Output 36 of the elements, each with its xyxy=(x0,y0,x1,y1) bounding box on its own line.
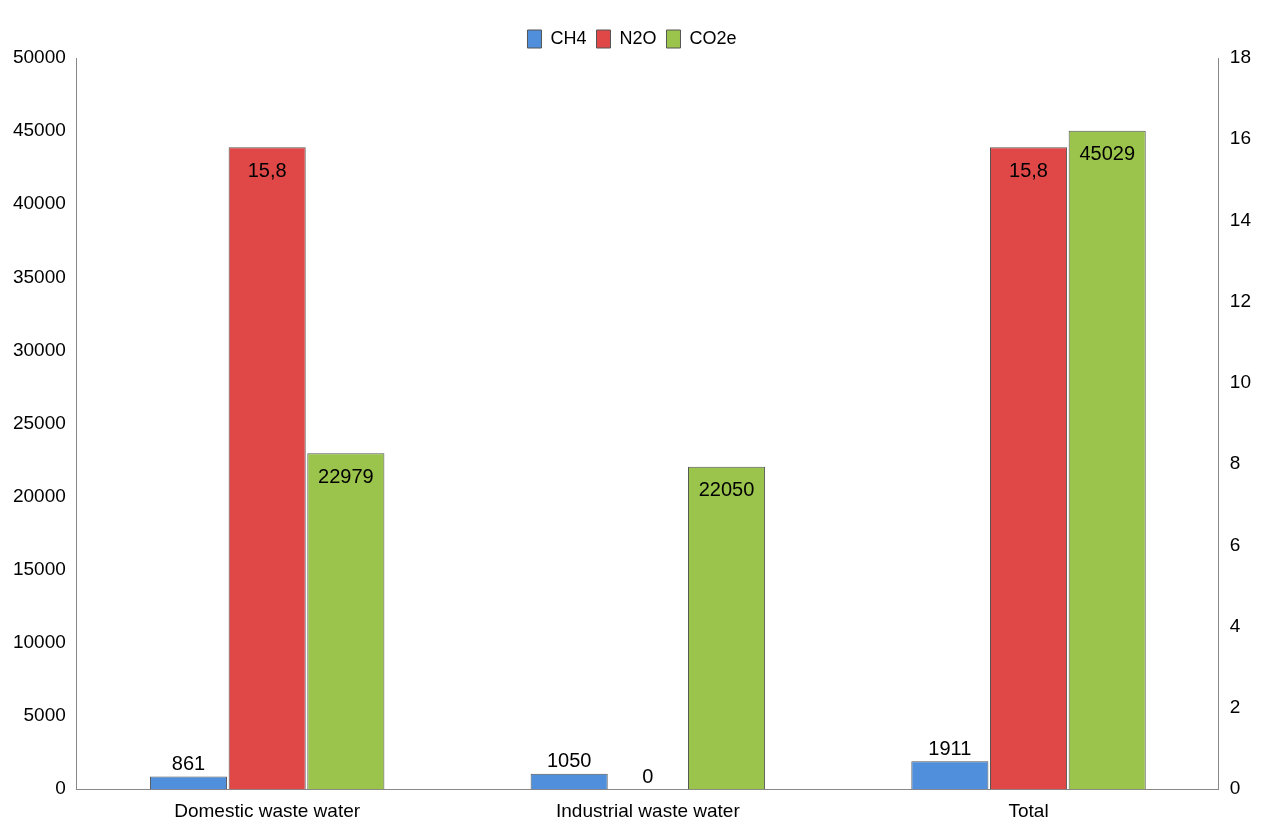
y2-tick-label: 14 xyxy=(1229,208,1252,230)
data-label: 1050 xyxy=(546,749,592,772)
y-tick-label: 30000 xyxy=(12,338,66,360)
legend-label: N2O xyxy=(619,27,657,48)
data-label: 45029 xyxy=(1079,142,1136,165)
y2-tick-label: 4 xyxy=(1229,614,1241,636)
y2-tick-label: 8 xyxy=(1229,452,1241,474)
legend-label: CO2e xyxy=(689,27,737,48)
y2-tick-label: 12 xyxy=(1229,289,1252,311)
y-tick-label: 20000 xyxy=(12,484,66,506)
data-label: 861 xyxy=(171,752,206,775)
y-tick-label: 50000 xyxy=(12,46,66,68)
y2-tick-label: 16 xyxy=(1229,127,1252,149)
y2-tick-label: 18 xyxy=(1229,46,1252,68)
y-tick-label: 15000 xyxy=(12,558,66,580)
y-tick-label: 35000 xyxy=(12,265,66,287)
y-tick-label: 0 xyxy=(55,777,66,799)
x-tick-label: Total xyxy=(1008,799,1049,821)
y2-tick-label: 10 xyxy=(1229,371,1252,393)
x-tick-label: Domestic waste water xyxy=(174,799,361,821)
y-tick-label: 10000 xyxy=(12,631,66,653)
data-label: 15,8 xyxy=(247,158,287,181)
data-label: 15,8 xyxy=(1009,158,1048,181)
y2-tick-label: 6 xyxy=(1229,533,1241,555)
legend-label: CH4 xyxy=(550,27,587,48)
y-tick-label: 40000 xyxy=(12,192,66,214)
y2-tick-label: 0 xyxy=(1229,777,1241,799)
y-tick-label: 45000 xyxy=(12,119,66,141)
y2-tick-label: 2 xyxy=(1229,696,1241,718)
y-tick-label: 5000 xyxy=(23,704,66,726)
data-label: 0 xyxy=(642,764,654,787)
y-tick-label: 25000 xyxy=(12,411,66,433)
data-label: 22979 xyxy=(318,464,374,487)
data-label: 1911 xyxy=(928,736,972,759)
data-label: 22050 xyxy=(698,478,755,501)
x-tick-label: Industrial waste water xyxy=(555,799,741,821)
